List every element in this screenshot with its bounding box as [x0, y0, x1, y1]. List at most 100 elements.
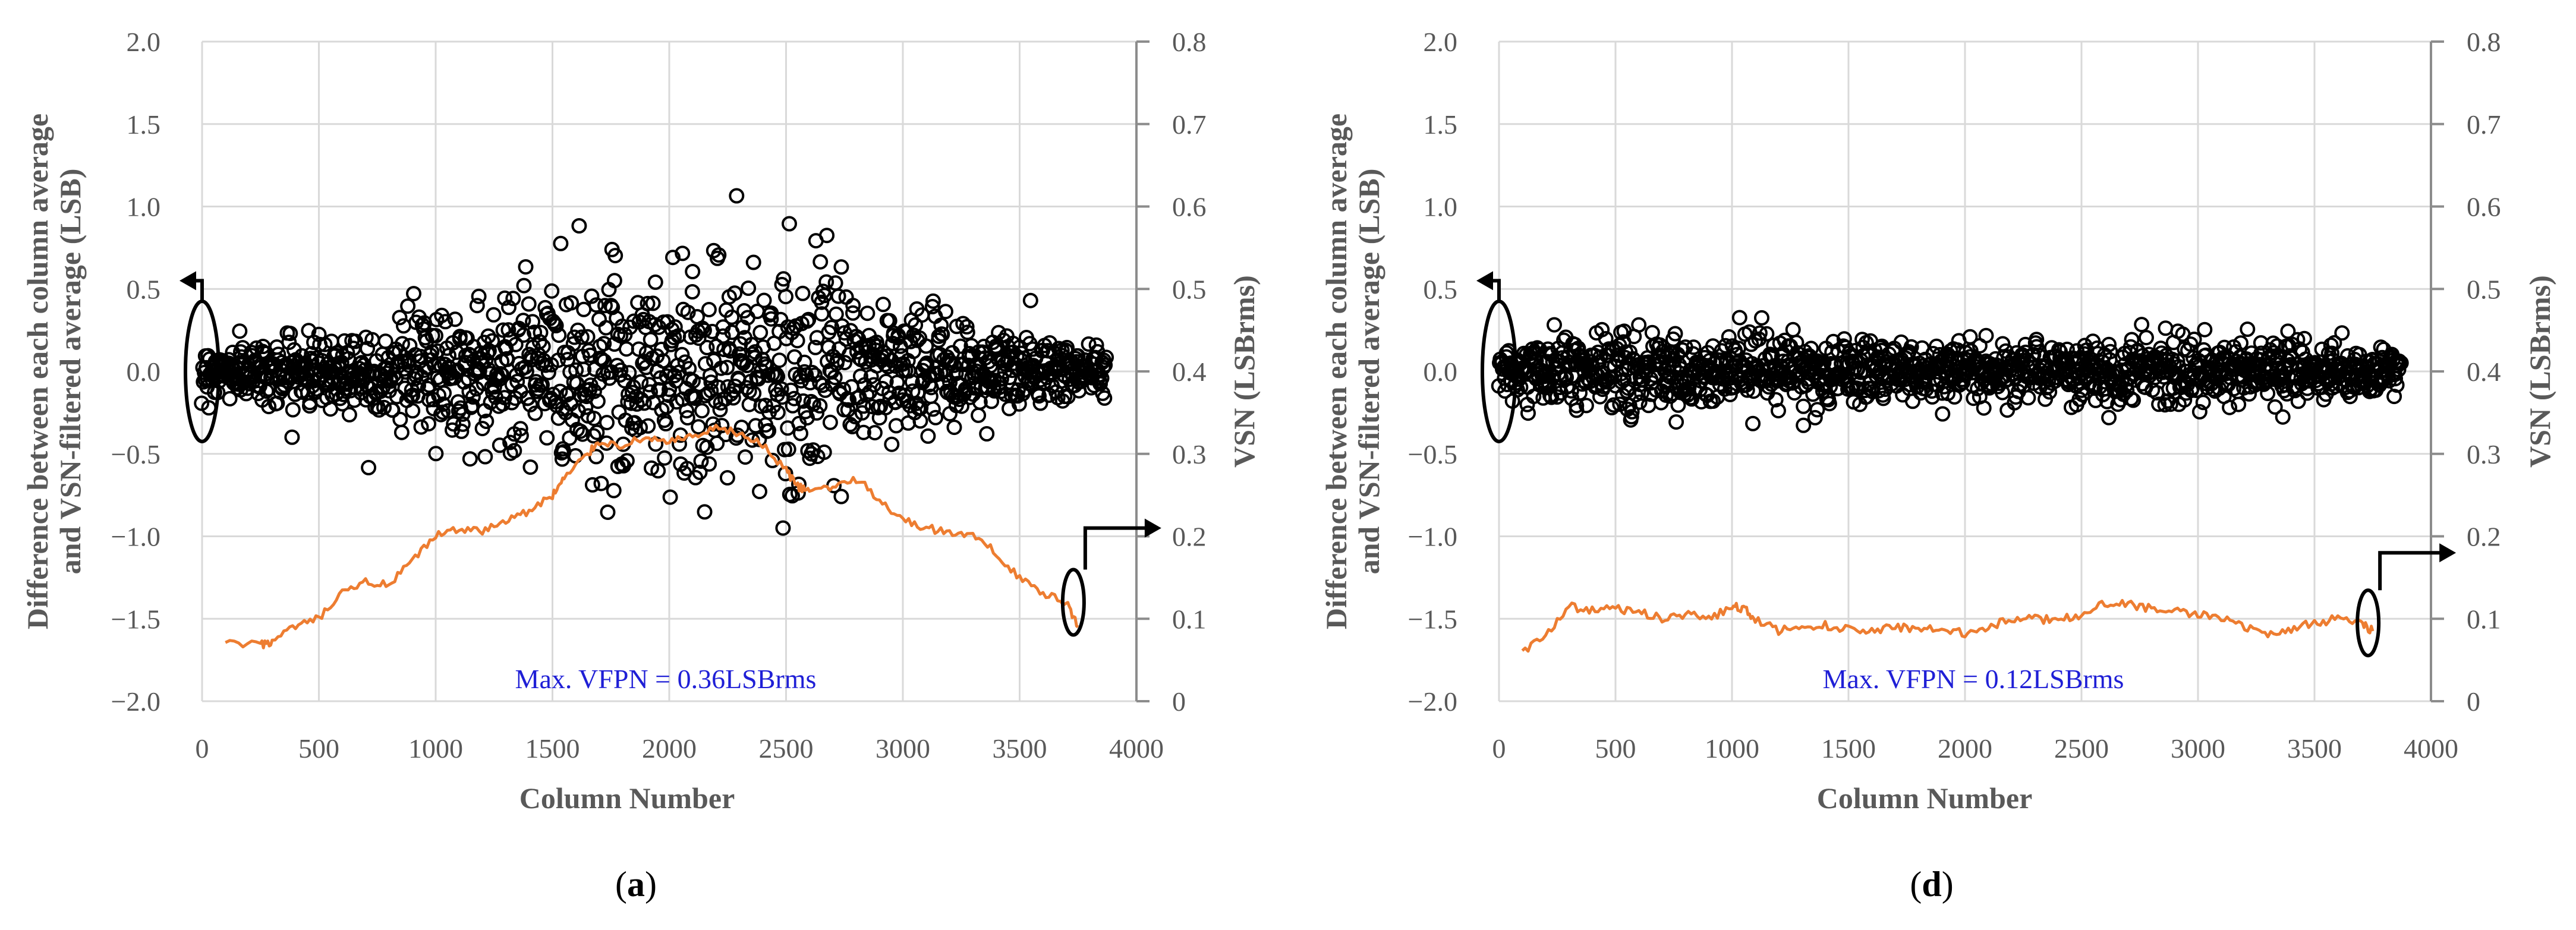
- x-axis-label: Column Number: [1817, 781, 2033, 815]
- scatter-point: [1905, 393, 1920, 409]
- scatter-point: [1809, 402, 1825, 418]
- y2-axis-label: VSN (LSBrms): [1227, 275, 1261, 468]
- scatter-point: [2231, 396, 2247, 412]
- x-tick-label: 4000: [1109, 733, 1164, 764]
- scatter-point: [621, 365, 637, 381]
- scatter-point: [655, 353, 671, 369]
- y2-tick-label: 0.2: [2467, 522, 2501, 552]
- scatter-point: [2101, 409, 2117, 425]
- scatter-point: [1097, 390, 1113, 406]
- scatter-point: [1563, 383, 1579, 399]
- scatter-point: [804, 364, 820, 380]
- scatter-point: [394, 336, 410, 352]
- scatter-point: [685, 264, 701, 279]
- scatter-point: [2171, 359, 2187, 374]
- scatter-point: [763, 311, 779, 327]
- scatter-point: [607, 248, 623, 264]
- scatter-point: [971, 407, 987, 423]
- chart-panel-a: 0 500 1000 1500 2000 2500 3000 3500 4000 2.0 1.5 1…: [21, 27, 1261, 904]
- scatter-point: [465, 389, 481, 405]
- x-tick-label: 2000: [642, 733, 697, 764]
- scatter-point: [752, 324, 769, 341]
- y2-tick-label: 0.2: [1172, 522, 1207, 552]
- scatter-point: [1903, 339, 1919, 355]
- scatter-point: [838, 289, 854, 305]
- y2-tick-labels: 0.8 0.7 0.6 0.5 0.4 0.3 0.2 0.1 0: [1172, 27, 1207, 717]
- y2-tick-label: 0: [2467, 686, 2480, 717]
- scatter-point: [285, 402, 301, 418]
- scatter-point: [918, 338, 934, 354]
- y-axis-label-line2: and VSN-filtered average (LSB): [1352, 169, 1385, 575]
- scatter-point: [2334, 325, 2350, 341]
- scatter-point: [1097, 357, 1113, 373]
- scatter-point: [778, 289, 793, 305]
- scatter-point: [793, 425, 808, 442]
- scatter-point: [500, 322, 517, 338]
- axis-arrows: [179, 271, 1161, 637]
- scatter-point: [455, 416, 471, 432]
- scatter-point: [392, 411, 408, 427]
- scatter-point: [1031, 388, 1047, 404]
- scatter-point: [1850, 361, 1866, 377]
- scatter-point: [2158, 320, 2174, 336]
- scatter-point: [1976, 400, 1992, 416]
- scatter-point: [437, 314, 454, 330]
- scatter-point: [741, 280, 757, 296]
- scatter-point: [771, 352, 788, 368]
- scatter-point: [679, 403, 695, 419]
- y2-tick-label: 0.7: [2467, 109, 2501, 140]
- scatter-point: [782, 216, 797, 232]
- scatter-point: [2151, 396, 2167, 412]
- scatter-point: [665, 250, 681, 266]
- scatter-point: [1631, 317, 1647, 333]
- vsn-line: [1521, 598, 2375, 653]
- y2-tick-label: 0: [1172, 686, 1186, 717]
- scatter-point: [1022, 292, 1038, 308]
- scatter-point: [1570, 341, 1586, 357]
- scatter-point: [640, 418, 656, 434]
- scatter-point: [1526, 389, 1542, 404]
- x-tick-label: 4000: [2404, 733, 2458, 764]
- x-tick-labels: 0 500 1000 1500 2000 2500 3000 3500 4000: [196, 733, 1164, 764]
- scatter-point: [1805, 386, 1821, 402]
- x-tick-label: 3500: [2287, 733, 2342, 764]
- right-arrow-head: [2439, 543, 2457, 563]
- scatter-point: [1077, 352, 1093, 368]
- scatter-point: [761, 423, 777, 439]
- x-tick-labels: 0 500 1000 1500 2000 2500 3000 3500 4000: [1492, 733, 2459, 764]
- labels: 0 500 1000 1500 2000 2500 3000 3500 4000 2.0 1.5 1…: [21, 27, 1261, 904]
- scatter-point: [505, 291, 521, 307]
- y-axis-label-line2: and VSN-filtered average (LSB): [53, 169, 87, 575]
- scatter-point: [544, 283, 560, 299]
- y-tick-label: 0.0: [1424, 357, 1458, 387]
- scatter-point: [590, 393, 606, 409]
- scatter-point: [428, 327, 443, 343]
- scatter-point: [447, 311, 463, 327]
- scatter-point: [361, 459, 377, 475]
- scatter-point: [232, 323, 248, 339]
- x-tick-label: 1500: [1821, 733, 1876, 764]
- left-arrow-head: [179, 271, 196, 291]
- scatter-point: [1722, 386, 1738, 402]
- scatter-point: [702, 367, 718, 383]
- scatter-point: [501, 300, 517, 316]
- scatter-point: [684, 284, 700, 300]
- y2-tick-label: 0.6: [1172, 192, 1207, 222]
- scatter-point: [406, 286, 421, 302]
- scatter-point: [2233, 335, 2249, 351]
- scatter-point: [920, 428, 936, 444]
- scatter-point: [598, 320, 614, 336]
- scatter-point: [596, 336, 612, 352]
- scatter-point: [813, 254, 829, 270]
- scatter-point: [833, 259, 849, 275]
- scatter-point: [946, 357, 962, 373]
- y2-tick-label: 0.7: [1172, 109, 1207, 140]
- scatter-point: [697, 504, 713, 520]
- scatter-point: [884, 436, 900, 452]
- scatter-point: [879, 348, 895, 364]
- scatter-point: [1578, 398, 1594, 414]
- scatter-point: [699, 439, 715, 455]
- scatter-point: [454, 423, 470, 439]
- scatter-point: [633, 374, 649, 390]
- scatter-point: [589, 424, 605, 440]
